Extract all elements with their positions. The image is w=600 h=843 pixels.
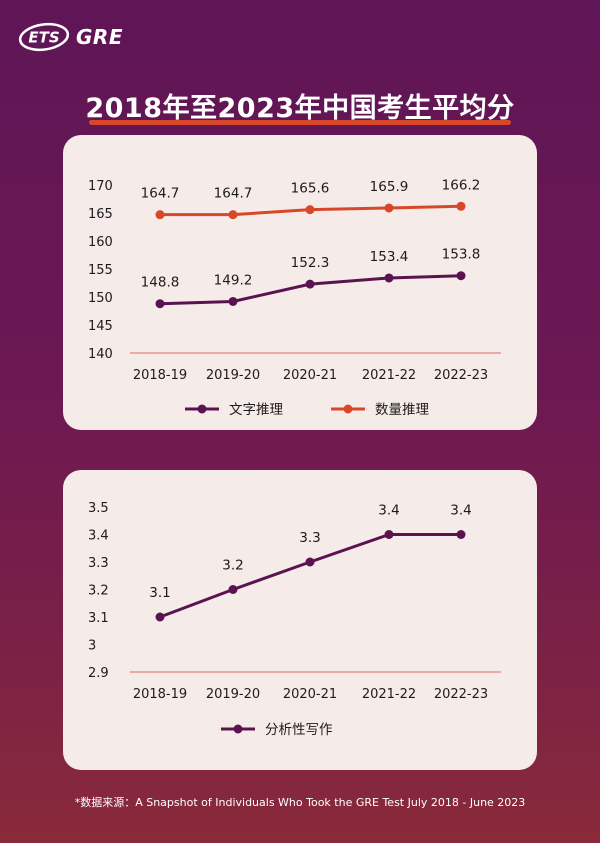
y-tick-label: 3.4 — [88, 529, 109, 544]
data-point — [305, 205, 315, 215]
y-tick-label: 3.2 — [88, 584, 109, 599]
y-tick-label: 3.1 — [88, 611, 109, 626]
data-point — [155, 612, 165, 622]
legend-swatch-marker — [233, 724, 243, 734]
data-point — [228, 296, 238, 306]
x-tick-label: 2020-21 — [283, 687, 337, 702]
data-point — [456, 530, 466, 539]
y-tick-label: 2.9 — [88, 666, 109, 681]
x-tick-label: 2021-22 — [362, 687, 416, 702]
y-tick-label: 160 — [88, 235, 113, 250]
legend-swatch-marker — [343, 404, 353, 414]
legend-swatch-marker — [197, 404, 207, 414]
data-label: 3.3 — [299, 530, 320, 546]
ets-gre-logo: ETS GRE — [18, 22, 123, 52]
data-point — [305, 279, 315, 289]
data-label: 153.4 — [370, 249, 409, 265]
y-tick-label: 165 — [88, 207, 113, 222]
data-label: 164.7 — [214, 186, 253, 202]
data-label: 165.6 — [291, 181, 330, 197]
legend-label: 分析性写作 — [265, 722, 333, 738]
ets-logo-icon: ETS — [18, 22, 70, 52]
data-label: 153.8 — [442, 247, 481, 263]
y-tick-label: 3.3 — [88, 556, 109, 571]
writing-chart-card: 2.9 3 3.1 3.2 3.3 3.4 3.5 2018-19 2019-20 2020-21… — [63, 470, 537, 770]
footnote: *数据来源：A Snapshot of Individuals Who Took… — [74, 796, 526, 809]
data-label: 3.2 — [222, 558, 243, 574]
data-label: 148.8 — [141, 275, 180, 291]
y-tick-label: 150 — [88, 291, 113, 306]
y-tick-label: 140 — [88, 347, 113, 362]
title-underline — [89, 120, 511, 125]
logo-ets-text: ETS — [28, 29, 59, 47]
data-label: 166.2 — [442, 177, 481, 193]
data-point — [384, 273, 394, 283]
x-tick-label: 2019-20 — [206, 368, 260, 383]
data-point — [384, 203, 394, 213]
data-label: 3.4 — [450, 503, 471, 519]
data-point — [228, 210, 238, 220]
data-point — [384, 530, 394, 539]
data-point — [456, 201, 466, 211]
data-label: 165.9 — [370, 179, 409, 195]
writing-line-chart: 2.9 3 3.1 3.2 3.3 3.4 3.5 2018-19 2019-20 2020-21… — [88, 501, 501, 738]
y-tick-label: 3 — [88, 639, 96, 654]
legend-label: 数量推理 — [375, 402, 429, 418]
y-tick-label: 3.5 — [88, 501, 109, 516]
logo-gre-text: GRE — [76, 25, 123, 49]
verbal-quant-line-chart: 140 145 150 155 160 165 170 2018-19 2019-20 2020-… — [88, 177, 501, 418]
y-tick-label: 145 — [88, 319, 113, 334]
x-tick-label: 2018-19 — [133, 368, 187, 383]
page-title: 2018年至2023年中国考生平均分 — [85, 93, 515, 124]
data-label: 149.2 — [214, 272, 253, 288]
data-label: 152.3 — [291, 255, 330, 271]
x-tick-label: 2021-22 — [362, 368, 416, 383]
y-tick-label: 170 — [88, 179, 113, 194]
scores-chart-card: 140 145 150 155 160 165 170 2018-19 2019-20 2020-… — [63, 135, 537, 430]
legend-label: 文字推理 — [229, 402, 283, 418]
data-label: 3.1 — [149, 585, 170, 601]
series-line-1 — [159, 533, 461, 619]
data-point — [155, 299, 165, 309]
data-point — [155, 210, 165, 220]
x-tick-label: 2018-19 — [133, 687, 187, 702]
x-tick-label: 2019-20 — [206, 687, 260, 702]
x-tick-label: 2022-23 — [434, 368, 488, 383]
x-tick-label: 2022-23 — [434, 687, 488, 702]
data-point — [305, 557, 315, 567]
data-label: 164.7 — [141, 186, 180, 202]
y-tick-label: 155 — [88, 263, 113, 278]
x-tick-label: 2020-21 — [283, 368, 337, 383]
data-label: 3.4 — [378, 503, 399, 519]
data-point — [456, 271, 466, 281]
data-point — [228, 585, 238, 594]
